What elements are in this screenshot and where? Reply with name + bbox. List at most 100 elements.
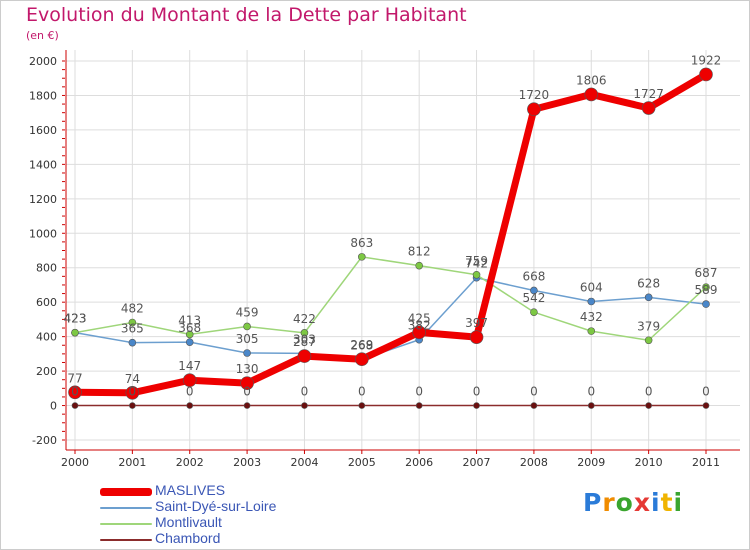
x-tick-label: 2000	[61, 456, 89, 469]
data-point-montlivault	[128, 318, 137, 327]
y-tick-label: 1800	[29, 89, 57, 102]
data-point-montlivault	[300, 329, 309, 337]
data-label-montlivault: 432	[580, 310, 603, 324]
data-point-montlivault	[530, 308, 538, 316]
legend-label: Saint-Dyé-sur-Loire	[155, 498, 277, 514]
data-label-saint-dy-sur-loire: 268	[350, 338, 373, 352]
legend-swatch	[100, 523, 152, 525]
data-label-montlivault: 687	[695, 266, 718, 280]
legend-label: MASLIVES	[155, 482, 226, 498]
legend-swatch	[100, 539, 152, 541]
logo-letter: r	[602, 488, 616, 517]
data-label-maslives: 74	[125, 372, 140, 386]
data-point-maslives	[584, 87, 599, 102]
data-label-saint-dy-sur-loire: 365	[121, 322, 144, 336]
data-point-chambord	[587, 402, 595, 409]
legend-label: Montlivault	[155, 514, 222, 530]
data-label-maslives: 1720	[519, 88, 550, 102]
data-point-saint-dy-sur-loire	[702, 300, 710, 308]
chart-title: Evolution du Montant de la Dette par Hab…	[26, 4, 467, 26]
data-point-chambord	[473, 402, 480, 409]
x-tick-label: 2006	[405, 456, 433, 469]
data-label-montlivault: 422	[293, 312, 316, 326]
x-tick-label: 2005	[348, 456, 376, 469]
data-point-chambord	[358, 402, 366, 409]
data-point-maslives	[469, 330, 484, 344]
data-label-chambord: 0	[186, 385, 194, 399]
data-point-chambord	[530, 402, 538, 409]
x-tick-label: 2007	[463, 456, 491, 469]
series-line-montlivault	[74, 256, 707, 342]
logo-letter: x	[633, 488, 651, 517]
data-label-chambord: 0	[71, 385, 79, 399]
y-tick-label: 400	[36, 331, 57, 344]
y-tick-label: 0	[50, 400, 57, 413]
data-point-chambord	[243, 402, 251, 409]
data-point-chambord	[645, 402, 652, 409]
logo-letter: o	[615, 488, 634, 517]
data-point-maslives	[297, 349, 312, 363]
y-tick-label: 200	[36, 365, 57, 378]
data-label-maslives: 425	[408, 311, 431, 325]
y-tick-label: 1000	[29, 227, 57, 240]
data-label-chambord: 0	[415, 385, 423, 399]
x-tick-label: 2008	[520, 456, 548, 469]
y-tick-label: 600	[36, 296, 57, 309]
y-tick-label: -200	[32, 434, 57, 447]
data-point-maslives	[125, 385, 140, 400]
data-label-saint-dy-sur-loire: 303	[293, 332, 316, 346]
data-point-chambord	[301, 402, 308, 409]
data-label-maslives: 77	[67, 371, 82, 385]
data-point-maslives	[641, 101, 656, 115]
x-tick-label: 2002	[176, 456, 204, 469]
data-label-montlivault: 482	[121, 302, 144, 316]
data-label-maslives: 287	[293, 335, 316, 349]
axes: -200020040060080010001200140016001800200…	[29, 50, 740, 469]
logo-letter: P	[583, 488, 603, 517]
x-tick-label: 2003	[233, 456, 261, 469]
data-label-montlivault: 459	[236, 305, 259, 319]
data-label-maslives: 1727	[633, 87, 664, 101]
data-label-maslives: 269	[350, 338, 373, 352]
data-label-montlivault: 863	[350, 236, 373, 250]
data-label-montlivault: 812	[408, 245, 431, 259]
data-point-maslives	[527, 102, 541, 117]
y-tick-label: 2000	[29, 55, 57, 68]
data-point-maslives	[699, 67, 713, 82]
y-tick-label: 1600	[29, 124, 57, 137]
data-point-montlivault	[243, 322, 251, 331]
y-tick-label: 1200	[29, 193, 57, 206]
x-tick-label: 2011	[692, 456, 720, 469]
data-point-chambord	[415, 402, 423, 409]
data-point-maslives	[412, 325, 426, 340]
data-point-montlivault	[71, 328, 79, 337]
data-point-saint-dy-sur-loire	[243, 349, 251, 357]
data-label-maslives: 1922	[691, 53, 722, 67]
data-point-saint-dy-sur-loire	[644, 293, 653, 302]
data-label-chambord: 0	[645, 385, 653, 399]
data-label-saint-dy-sur-loire: 668	[522, 269, 545, 283]
data-label-maslives: 147	[178, 359, 201, 373]
chart-subtitle: (en €)	[26, 29, 59, 42]
x-tick-label: 2010	[635, 456, 663, 469]
data-label-chambord: 0	[129, 385, 137, 399]
data-label-saint-dy-sur-loire: 604	[580, 280, 603, 294]
data-point-montlivault	[358, 253, 366, 261]
x-tick-label: 2004	[290, 456, 318, 469]
data-label-saint-dy-sur-loire: 742	[465, 257, 488, 271]
data-label-montlivault: 413	[178, 313, 201, 327]
data-point-montlivault	[472, 270, 481, 279]
legend-swatch	[100, 507, 152, 509]
data-point-montlivault	[644, 336, 653, 345]
data-label-saint-dy-sur-loire: 589	[695, 283, 718, 297]
data-labels: 0 0 0 0 0 0 0 0 0 0 0 0 423 365 368 305 303 268 382 742 668 6…	[64, 53, 722, 398]
data-label-saint-dy-sur-loire: 305	[236, 332, 259, 346]
logo-letter: i	[651, 488, 661, 517]
x-tick-label: 2009	[577, 456, 605, 469]
proxiti-logo: Proxiti	[583, 488, 683, 517]
y-tick-label: 800	[36, 262, 57, 275]
data-point-saint-dy-sur-loire	[530, 286, 538, 295]
data-point-maslives	[240, 376, 254, 390]
